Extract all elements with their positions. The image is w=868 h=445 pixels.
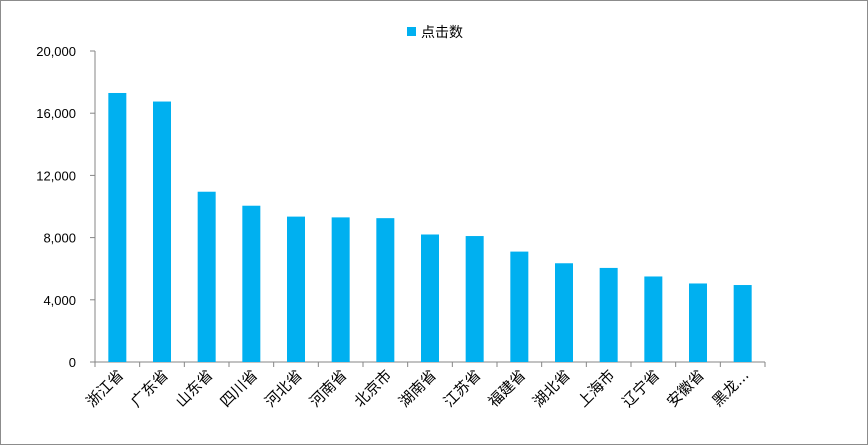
bar xyxy=(555,263,573,362)
bar xyxy=(197,191,216,362)
x-tick-label: 浙江省 xyxy=(83,366,128,411)
bar xyxy=(465,236,484,362)
bar xyxy=(287,216,305,362)
y-tick-label: 16,000 xyxy=(36,106,76,121)
bar xyxy=(599,267,618,362)
x-tick-label: 河南省 xyxy=(306,366,351,411)
x-tick-label: 江苏省 xyxy=(440,366,485,411)
bar xyxy=(108,92,127,363)
bar xyxy=(689,283,707,362)
legend-swatch xyxy=(407,27,416,36)
x-tick-labels: 浙江省 广东省 山东省 四川省 河北省 河南省 北京市 湖南省 江苏省 福建省 湖北省 上海市 辽宁省安… xyxy=(83,366,753,411)
bar xyxy=(153,101,171,362)
bar xyxy=(242,205,261,362)
bars xyxy=(108,92,752,363)
y-tick-label: 0 xyxy=(69,355,76,370)
x-tick-label: 福建省 xyxy=(485,366,530,411)
bar xyxy=(421,234,439,362)
bar xyxy=(644,276,663,362)
x-tick-label: 辽宁省 xyxy=(619,366,664,411)
x-tick-label: 山东省 xyxy=(172,366,217,411)
x-tick-label: 四川省 xyxy=(217,366,262,411)
y-tick-label: 4,000 xyxy=(43,293,76,308)
x-tick-label: 北京市 xyxy=(351,366,396,411)
x-tick-label: 广东省 xyxy=(127,366,172,411)
x-tick-label: 上海市 xyxy=(574,366,619,411)
y-tick-label: 12,000 xyxy=(36,168,76,183)
y-tick-label: 8,000 xyxy=(43,231,76,246)
y-tick-labels: 0 4,000 8,000 12,000 16,000 20,000 xyxy=(36,44,76,370)
bar xyxy=(376,218,395,362)
y-tick-label: 20,000 xyxy=(36,44,76,59)
x-tick-label: 湖南省 xyxy=(395,366,440,411)
bar xyxy=(510,251,529,362)
bar xyxy=(733,285,752,362)
x-tick-label: 湖北省 xyxy=(529,366,574,411)
legend-label: 点击数 xyxy=(421,25,463,41)
x-tick-label: 安徽省 xyxy=(663,366,708,411)
bar xyxy=(331,217,350,362)
x-tick-label: 黑龙... xyxy=(708,366,752,410)
x-tick-label: 河北省 xyxy=(261,366,306,411)
legend: 点击数 xyxy=(407,25,463,41)
